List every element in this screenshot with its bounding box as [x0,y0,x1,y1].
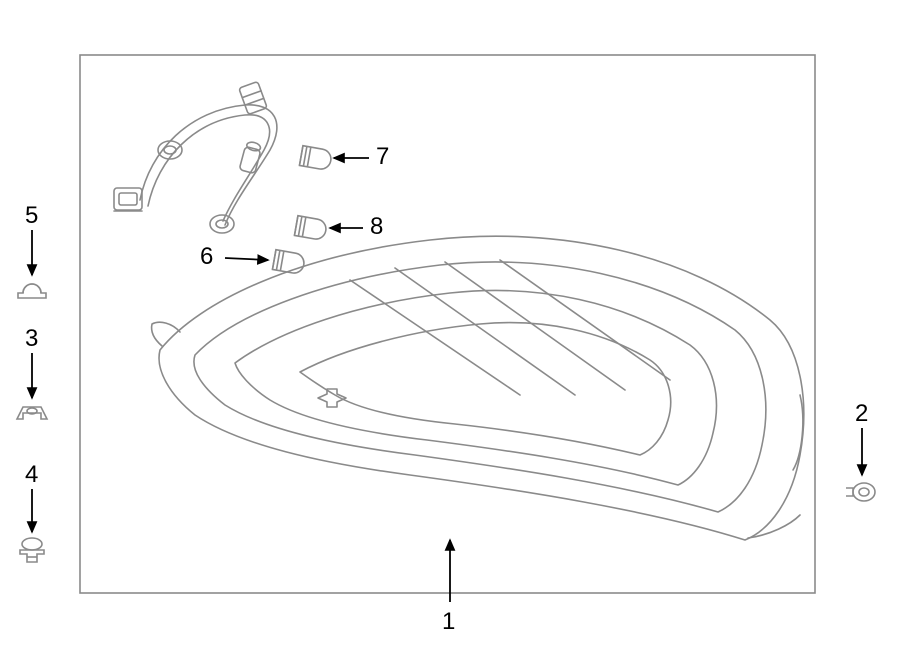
bulb-7 [299,146,332,171]
fastener-4 [20,538,44,562]
diagram-svg [0,0,900,662]
parts-diagram: 1 2 3 4 5 6 7 8 [0,0,900,662]
tail-lamp-assembly [152,236,804,540]
wiring-harness [114,81,277,233]
bulb-8 [294,216,327,241]
fastener-2 [846,483,875,501]
diagram-frame [80,55,815,593]
callout-arrows [32,158,862,602]
fastener-3 [17,407,47,419]
fastener-5 [18,284,46,298]
